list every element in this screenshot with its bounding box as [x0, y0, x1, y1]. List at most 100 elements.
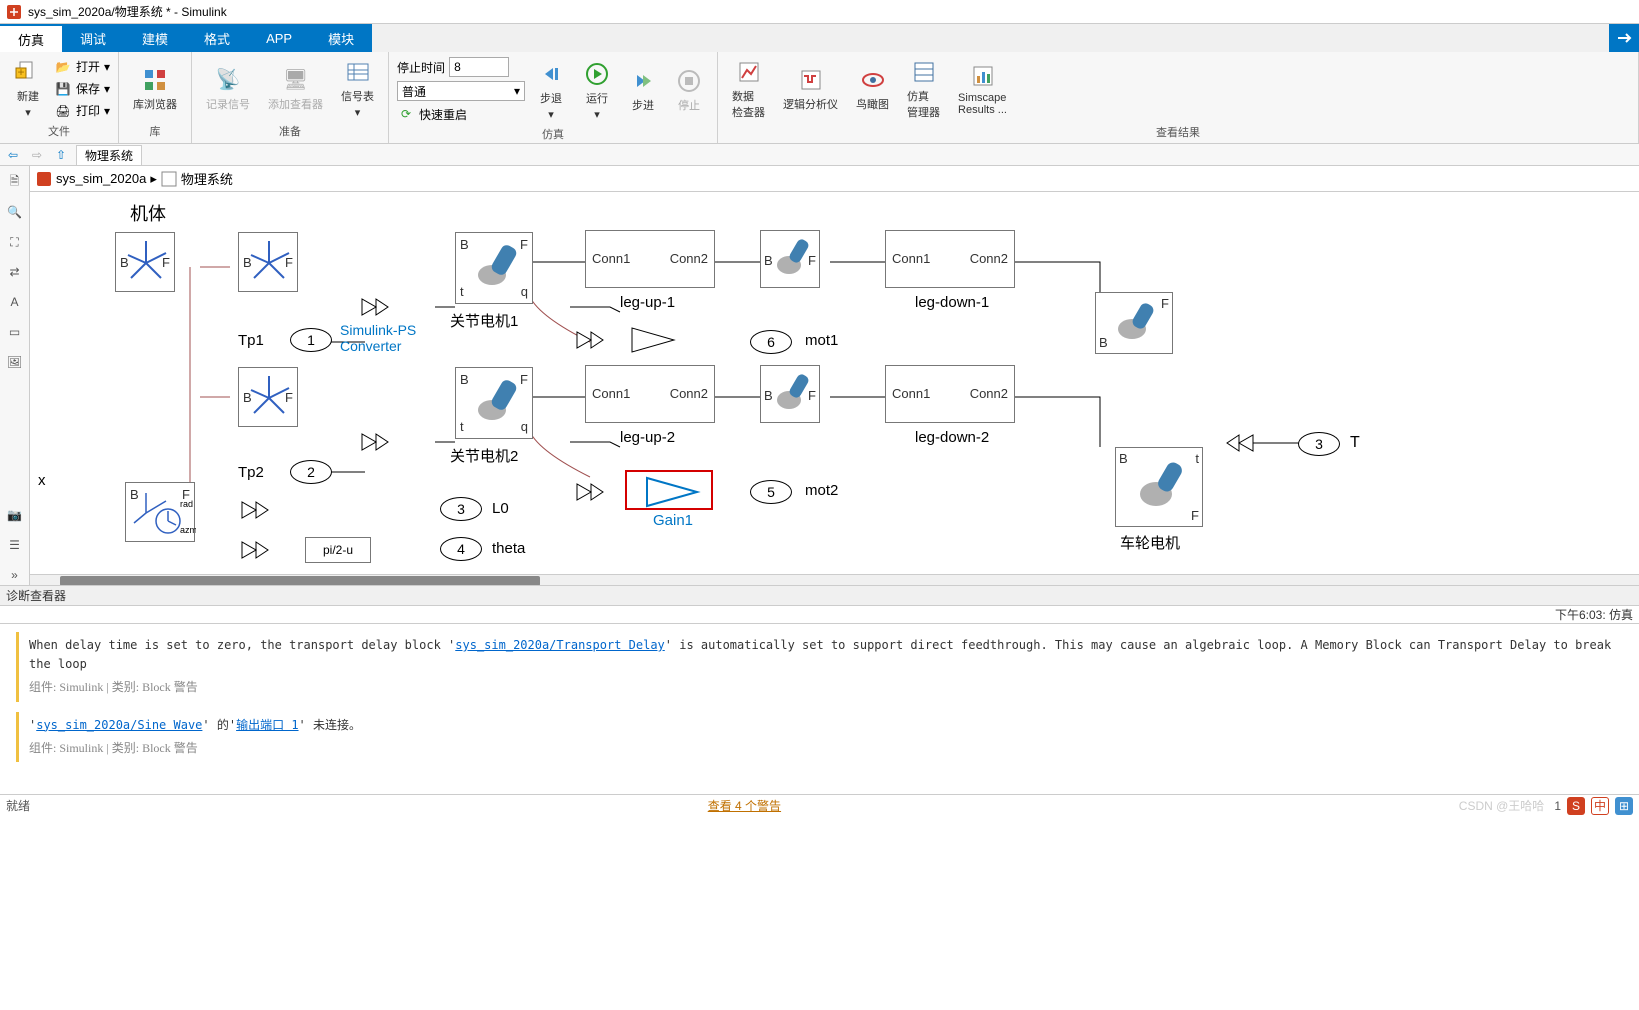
- tab-block[interactable]: 模块: [310, 24, 372, 52]
- legup1-block[interactable]: Conn1 Conn2: [585, 230, 715, 288]
- stop-time-input[interactable]: [449, 57, 509, 77]
- ribbon: + 新建▾ 📂打开▾ 💾保存▾ 🖨打印▾ 文件 库浏览器 库 📡记录信号: [0, 52, 1639, 144]
- pi2u-block[interactable]: pi/2-u: [305, 537, 371, 563]
- status-bar: 就绪 查看 4 个警告 CSDN @王哈哈 1 S 中 ⊞: [0, 794, 1639, 816]
- tab-simulate[interactable]: 仿真: [0, 24, 62, 52]
- signal-table-button[interactable]: 信号表▾: [335, 56, 380, 121]
- ps-converter-t[interactable]: [1225, 433, 1255, 456]
- sim-manager-button[interactable]: 仿真 管理器: [901, 56, 946, 122]
- canvas[interactable]: 机体 BF BF BF Tp1 1 Tp2 2 x rada: [30, 192, 1639, 585]
- mode-combo[interactable]: 普通▾: [397, 81, 525, 101]
- frame-block-1[interactable]: BF: [115, 232, 175, 292]
- transform-sensor-block[interactable]: radazm BF: [125, 482, 195, 542]
- breadcrumb-sub[interactable]: 物理系统: [181, 169, 233, 188]
- ribbon-group-prepare: 📡记录信号 🖥添加查看器 信号表▾ 准备: [192, 52, 389, 143]
- port-tp1[interactable]: 1: [290, 328, 332, 352]
- port-t[interactable]: 3: [1298, 432, 1340, 456]
- model-tab[interactable]: 物理系统: [76, 145, 142, 165]
- ps-out-theta[interactable]: [240, 540, 270, 563]
- taskbar-icon-2[interactable]: 中: [1591, 797, 1609, 815]
- data-inspector-button[interactable]: 数据 检查器: [726, 56, 771, 122]
- logic-analyzer-button[interactable]: 逻辑分析仪: [777, 64, 844, 114]
- ribbon-group-results: 数据 检查器 逻辑分析仪 鸟瞰图 仿真 管理器 Simscape Results…: [718, 52, 1639, 143]
- toolbar-hierarchy-icon[interactable]: ☰: [5, 535, 25, 555]
- nav-back-icon[interactable]: ⇦: [4, 146, 22, 164]
- toolbar-annotation-icon[interactable]: A: [5, 292, 25, 312]
- port-theta[interactable]: 4: [440, 537, 482, 561]
- ps-out-2[interactable]: [575, 482, 605, 505]
- diag-link-1[interactable]: sys_sim_2020a/Transport Delay: [455, 638, 665, 652]
- legup2-block[interactable]: Conn1 Conn2: [585, 365, 715, 423]
- ps-out-l0[interactable]: [240, 500, 270, 523]
- fast-restart-button[interactable]: ⟳快速重启: [397, 104, 525, 124]
- t-label: T: [1350, 434, 1360, 452]
- diag-link-2a[interactable]: sys_sim_2020a/Sine Wave: [36, 718, 202, 732]
- tab-app[interactable]: APP: [248, 24, 310, 52]
- new-button[interactable]: + 新建▾: [8, 56, 48, 121]
- legup2-label: leg-up-2: [620, 429, 675, 446]
- toolbar-area-icon[interactable]: ▭: [5, 322, 25, 342]
- tabstrip-corner-icon[interactable]: [1609, 24, 1639, 52]
- toolbar-arrange-icon[interactable]: ⇄: [5, 262, 25, 282]
- tab-debug[interactable]: 调试: [62, 24, 124, 52]
- step-forward-button[interactable]: 步进: [623, 65, 663, 115]
- toolbar-snapshot-icon[interactable]: 📷: [5, 505, 25, 525]
- joint-motor-2[interactable]: BF tq: [455, 367, 533, 439]
- nav-up-icon[interactable]: ⇧: [52, 146, 70, 164]
- port-mot2[interactable]: 5: [750, 480, 792, 504]
- nav-row: ⇦ ⇨ ⇧ 物理系统: [0, 144, 1639, 166]
- diag-link-2b[interactable]: 输出端口 1: [236, 718, 298, 732]
- rev-joint-1[interactable]: BF: [760, 230, 820, 288]
- simulate-group-label: 仿真: [397, 124, 709, 142]
- open-button[interactable]: 📂打开▾: [54, 57, 110, 77]
- ps-out-1[interactable]: [575, 330, 605, 353]
- rev-joint-2[interactable]: BF: [760, 365, 820, 423]
- toolbar-zoom-icon[interactable]: 🔍: [5, 202, 25, 222]
- diagnostics-header[interactable]: 诊断查看器: [0, 586, 1639, 606]
- breadcrumb-sep-icon: ▸: [150, 171, 157, 187]
- file-group-label: 文件: [8, 121, 110, 139]
- simscape-results-button[interactable]: Simscape Results ...: [952, 60, 1013, 118]
- status-warnings-link[interactable]: 查看 4 个警告: [30, 797, 1459, 814]
- step-back-button[interactable]: 步退▾: [531, 58, 571, 123]
- port-tp2[interactable]: 2: [290, 460, 332, 484]
- library-browser-button[interactable]: 库浏览器: [127, 64, 183, 114]
- frame-block-2[interactable]: BF: [238, 232, 298, 292]
- stop-button[interactable]: 停止: [669, 65, 709, 115]
- horizontal-scrollbar[interactable]: [30, 574, 1639, 585]
- run-button[interactable]: 运行▾: [577, 58, 617, 123]
- taskbar-icon-1[interactable]: S: [1567, 797, 1585, 815]
- toolbar-explorer-icon[interactable]: 🗎: [5, 172, 25, 192]
- converter-label[interactable]: Simulink-PS Converter: [340, 322, 416, 354]
- ribbon-group-simulate: 停止时间 普通▾ ⟳快速重启 步退▾ 运行▾ 步进 停止 仿真: [389, 52, 718, 143]
- gain1-block[interactable]: [625, 470, 713, 510]
- add-viewer-button[interactable]: 🖥添加查看器: [262, 64, 329, 114]
- breadcrumb-root[interactable]: sys_sim_2020a: [56, 171, 146, 186]
- ps-converter-1[interactable]: [360, 297, 390, 320]
- legdown2-block[interactable]: Conn1 Conn2: [885, 365, 1015, 423]
- port-mot1[interactable]: 6: [750, 330, 792, 354]
- gain1-label[interactable]: Gain1: [653, 512, 693, 529]
- joint-motor-1[interactable]: BF tq: [455, 232, 533, 304]
- nav-fwd-icon[interactable]: ⇨: [28, 146, 46, 164]
- wheel-joint-top[interactable]: BF: [1095, 292, 1173, 354]
- taskbar-icon-3[interactable]: ⊞: [1615, 797, 1633, 815]
- bird-eye-button[interactable]: 鸟瞰图: [850, 64, 895, 114]
- mot2-label: mot2: [805, 482, 838, 499]
- watermark: CSDN @王哈哈: [1459, 797, 1545, 814]
- gain-mot1[interactable]: [630, 326, 676, 357]
- toolbar-expand-icon[interactable]: »: [5, 565, 25, 585]
- frame-block-3[interactable]: BF: [238, 367, 298, 427]
- save-button[interactable]: 💾保存▾: [54, 79, 110, 99]
- toolbar-image-icon[interactable]: 🖼: [5, 352, 25, 372]
- legdown1-block[interactable]: Conn1 Conn2: [885, 230, 1015, 288]
- wheel-motor-block[interactable]: BFt: [1115, 447, 1203, 527]
- tab-format[interactable]: 格式: [186, 24, 248, 52]
- toolbar-fit-icon[interactable]: ⛶: [5, 232, 25, 252]
- ps-converter-2[interactable]: [360, 432, 390, 455]
- port-l0[interactable]: 3: [440, 497, 482, 521]
- stop-time-label: 停止时间: [397, 59, 445, 76]
- print-button[interactable]: 🖨打印▾: [54, 101, 110, 121]
- tab-model[interactable]: 建模: [124, 24, 186, 52]
- log-signal-button[interactable]: 📡记录信号: [200, 64, 256, 114]
